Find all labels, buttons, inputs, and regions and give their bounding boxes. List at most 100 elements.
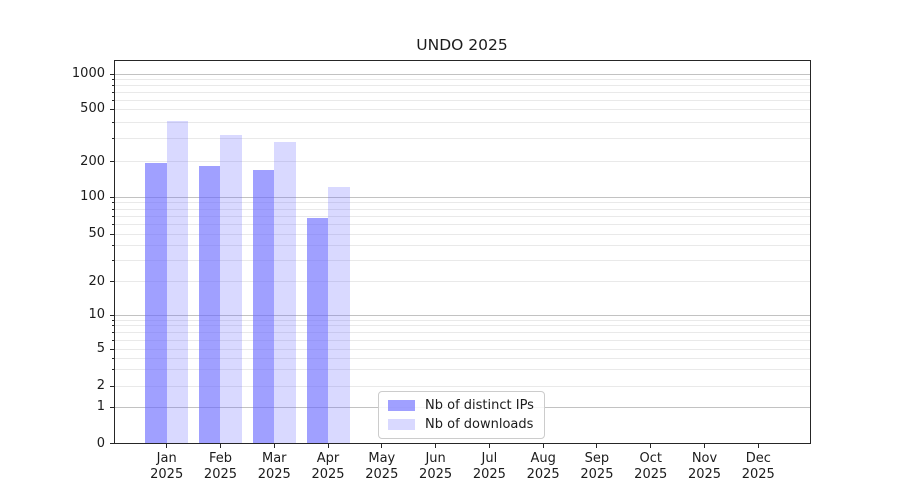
legend-label-distinct-ips: Nb of distinct IPs (425, 398, 534, 413)
y-minor-tick-mark (111, 91, 114, 93)
gridline-minor (115, 99, 810, 101)
x-tick-label: Oct 2025 (619, 451, 683, 482)
y-minor-tick-mark (111, 348, 114, 350)
gridline-minor (115, 138, 810, 139)
x-tick-mark (488, 444, 490, 448)
y-minor-tick-mark (111, 78, 114, 80)
x-tick-mark (219, 444, 221, 448)
y-minor-tick-mark (111, 233, 114, 235)
x-tick-mark (166, 444, 168, 448)
y-minor-tick-mark (111, 319, 114, 321)
x-tick-label: Jul 2025 (457, 451, 521, 482)
x-tick-label: Feb 2025 (188, 451, 252, 482)
gridline-major (115, 196, 810, 198)
x-tick-mark (435, 444, 437, 448)
y-minor-tick-mark (111, 121, 114, 123)
y-minor-tick-mark (111, 84, 114, 86)
y-tick-label: 10 (88, 307, 105, 322)
y-minor-tick-mark (111, 99, 114, 101)
gridline-minor (115, 108, 810, 110)
gridline-minor (115, 91, 810, 93)
x-tick-year: 2025 (580, 466, 614, 482)
bar-downloads (328, 187, 350, 443)
x-tick-month: Oct (639, 451, 662, 466)
gridline-minor (115, 233, 810, 235)
y-tick-label: 1 (96, 399, 105, 415)
y-tick-label: 1000 (71, 66, 105, 81)
legend-item-distinct-ips: Nb of distinct IPs (388, 398, 534, 413)
gridline-minor (115, 281, 810, 283)
y-minor-tick-mark (111, 331, 114, 333)
y-minor-tick-mark (111, 108, 114, 110)
x-tick-label: Nov 2025 (673, 451, 737, 482)
x-tick-label: Jan 2025 (135, 451, 199, 482)
gridline-minor (115, 331, 810, 333)
gridline-minor (115, 369, 810, 371)
gridline-major (115, 314, 810, 316)
y-tick-label: 0 (96, 435, 105, 451)
x-tick-label: Apr 2025 (296, 451, 360, 482)
gridline-minor (115, 348, 810, 350)
plot-frame (114, 60, 811, 444)
y-minor-tick-mark (111, 260, 114, 262)
y-minor-tick-mark (111, 215, 114, 217)
gridline-minor (115, 78, 810, 80)
gridline-minor (115, 84, 810, 86)
x-tick-mark (704, 444, 705, 448)
x-tick-month: Mar (261, 451, 287, 466)
y-tick-mark (110, 73, 114, 75)
y-minor-tick-mark (111, 339, 114, 341)
y-minor-tick-mark (111, 202, 114, 204)
legend-item-downloads: Nb of downloads (388, 417, 534, 432)
y-tick-label: 20 (88, 273, 105, 289)
y-minor-tick-mark (111, 223, 114, 225)
legend-swatch-distinct-ips-icon (388, 400, 415, 411)
x-tick-month: Jan (156, 451, 177, 466)
x-tick-month: Sep (584, 451, 610, 466)
x-tick-mark (542, 444, 544, 448)
gridline-minor (115, 202, 810, 204)
gridline-minor (115, 260, 810, 262)
gridline-minor (115, 319, 810, 321)
x-tick-mark (327, 444, 329, 448)
gridline-major (115, 73, 810, 75)
x-tick-mark (596, 444, 598, 448)
bar-downloads (166, 120, 189, 443)
bar-downloads (274, 142, 296, 443)
x-tick-year: 2025 (150, 466, 184, 482)
y-tick-label: 50 (88, 226, 105, 241)
y-tick-mark (110, 196, 114, 198)
gridline-minor (115, 339, 810, 341)
y-tick-label: 100 (80, 189, 105, 205)
y-minor-tick-mark (111, 208, 114, 210)
x-tick-label: Dec 2025 (726, 451, 790, 482)
gridline-minor (115, 245, 810, 247)
x-tick-month: Jun (425, 451, 446, 466)
x-tick-month: May (368, 451, 396, 466)
x-tick-month: Aug (530, 451, 556, 466)
x-tick-year: 2025 (472, 466, 506, 482)
y-minor-tick-mark (111, 385, 114, 387)
x-tick-label: Mar 2025 (242, 451, 306, 482)
y-minor-tick-mark (111, 325, 114, 327)
x-tick-year: 2025 (741, 466, 775, 482)
x-tick-month: Apr (316, 451, 340, 466)
bar-distinct-ips (306, 217, 329, 443)
bar-distinct-ips (198, 165, 221, 443)
gridline-minor (115, 325, 810, 327)
x-tick-year: 2025 (419, 466, 453, 482)
x-tick-month: Dec (745, 451, 771, 466)
gridline-minor (115, 223, 810, 225)
x-tick-mark (650, 444, 652, 448)
y-tick-mark (110, 314, 114, 316)
y-tick-label: 200 (80, 153, 105, 169)
gridline-minor (115, 208, 810, 210)
legend: Nb of distinct IPs Nb of downloads (378, 391, 545, 439)
x-tick-year: 2025 (311, 466, 345, 482)
x-tick-mark (381, 444, 383, 448)
x-tick-month: Jul (481, 451, 498, 466)
x-tick-label: Jun 2025 (404, 451, 468, 482)
x-tick-label: May 2025 (350, 451, 414, 482)
x-tick-label: Aug 2025 (511, 451, 575, 482)
bar-downloads (220, 134, 242, 443)
